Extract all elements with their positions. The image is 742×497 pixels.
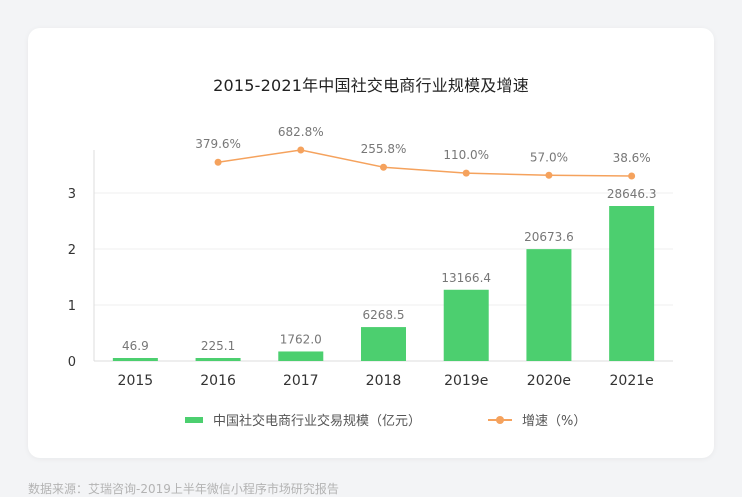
bar xyxy=(526,249,572,361)
bar-value-label: 28646.3 xyxy=(607,187,657,201)
bar xyxy=(361,327,406,361)
bar-value-label: 46.9 xyxy=(122,339,149,353)
growth-point xyxy=(628,172,636,180)
bar xyxy=(609,206,655,361)
x-tick-label: 2017 xyxy=(283,373,319,389)
x-tick-label: 2019e xyxy=(444,373,488,389)
x-tick-label: 2016 xyxy=(200,373,236,389)
x-tick-label: 2020e xyxy=(527,373,571,389)
y-tick-label: 0 xyxy=(68,355,76,370)
growth-point xyxy=(380,163,387,171)
growth-value-label: 255.8% xyxy=(361,142,407,156)
bar-value-label: 20673.6 xyxy=(524,230,574,244)
chart-title: 2015-2021年中国社交电商行业规模及增速 xyxy=(213,76,529,95)
bar xyxy=(443,289,489,361)
bar xyxy=(278,351,324,361)
growth-point xyxy=(297,146,305,154)
growth-value-label: 57.0% xyxy=(530,150,568,164)
legend-bar-swatch xyxy=(185,416,203,423)
growth-value-label: 110.0% xyxy=(443,148,489,162)
bar-value-label: 6268.5 xyxy=(363,308,405,322)
legend-item-bar: 中国社交电商行业交易规模（亿元） xyxy=(185,410,421,429)
chart-card xyxy=(28,28,714,458)
bar xyxy=(112,358,158,361)
legend-bar-label: 中国社交电商行业交易规模（亿元） xyxy=(213,414,422,429)
growth-point xyxy=(214,158,222,166)
source-note: 数据来源：艾瑞咨询-2019上半年微信小程序市场研究报告 xyxy=(28,482,339,496)
growth-value-label: 379.6% xyxy=(195,137,241,151)
y-tick-label: 3 xyxy=(68,187,76,202)
bar xyxy=(195,358,241,361)
chart-legend: 中国社交电商行业交易规模（亿元） 增速（%） xyxy=(0,410,742,430)
x-tick-label: 2018 xyxy=(366,373,402,389)
y-tick-label: 1 xyxy=(68,299,76,314)
growth-value-label: 38.6% xyxy=(613,151,651,165)
bar-value-label: 225.1 xyxy=(201,339,235,353)
growth-line xyxy=(217,149,632,177)
legend-line-label: 增速（%） xyxy=(522,414,587,429)
y-tick-label: 2 xyxy=(68,243,76,258)
growth-point xyxy=(545,171,553,179)
x-tick-label: 2021e xyxy=(610,373,654,389)
growth-value-label: 682.8% xyxy=(278,125,324,139)
bar-value-label: 1762.0 xyxy=(280,332,322,346)
growth-point xyxy=(462,169,470,177)
bar-value-label: 13166.4 xyxy=(441,271,491,285)
legend-item-line: 增速（%） xyxy=(488,410,586,429)
legend-line-swatch xyxy=(488,415,512,425)
x-tick-label: 2015 xyxy=(118,373,154,389)
